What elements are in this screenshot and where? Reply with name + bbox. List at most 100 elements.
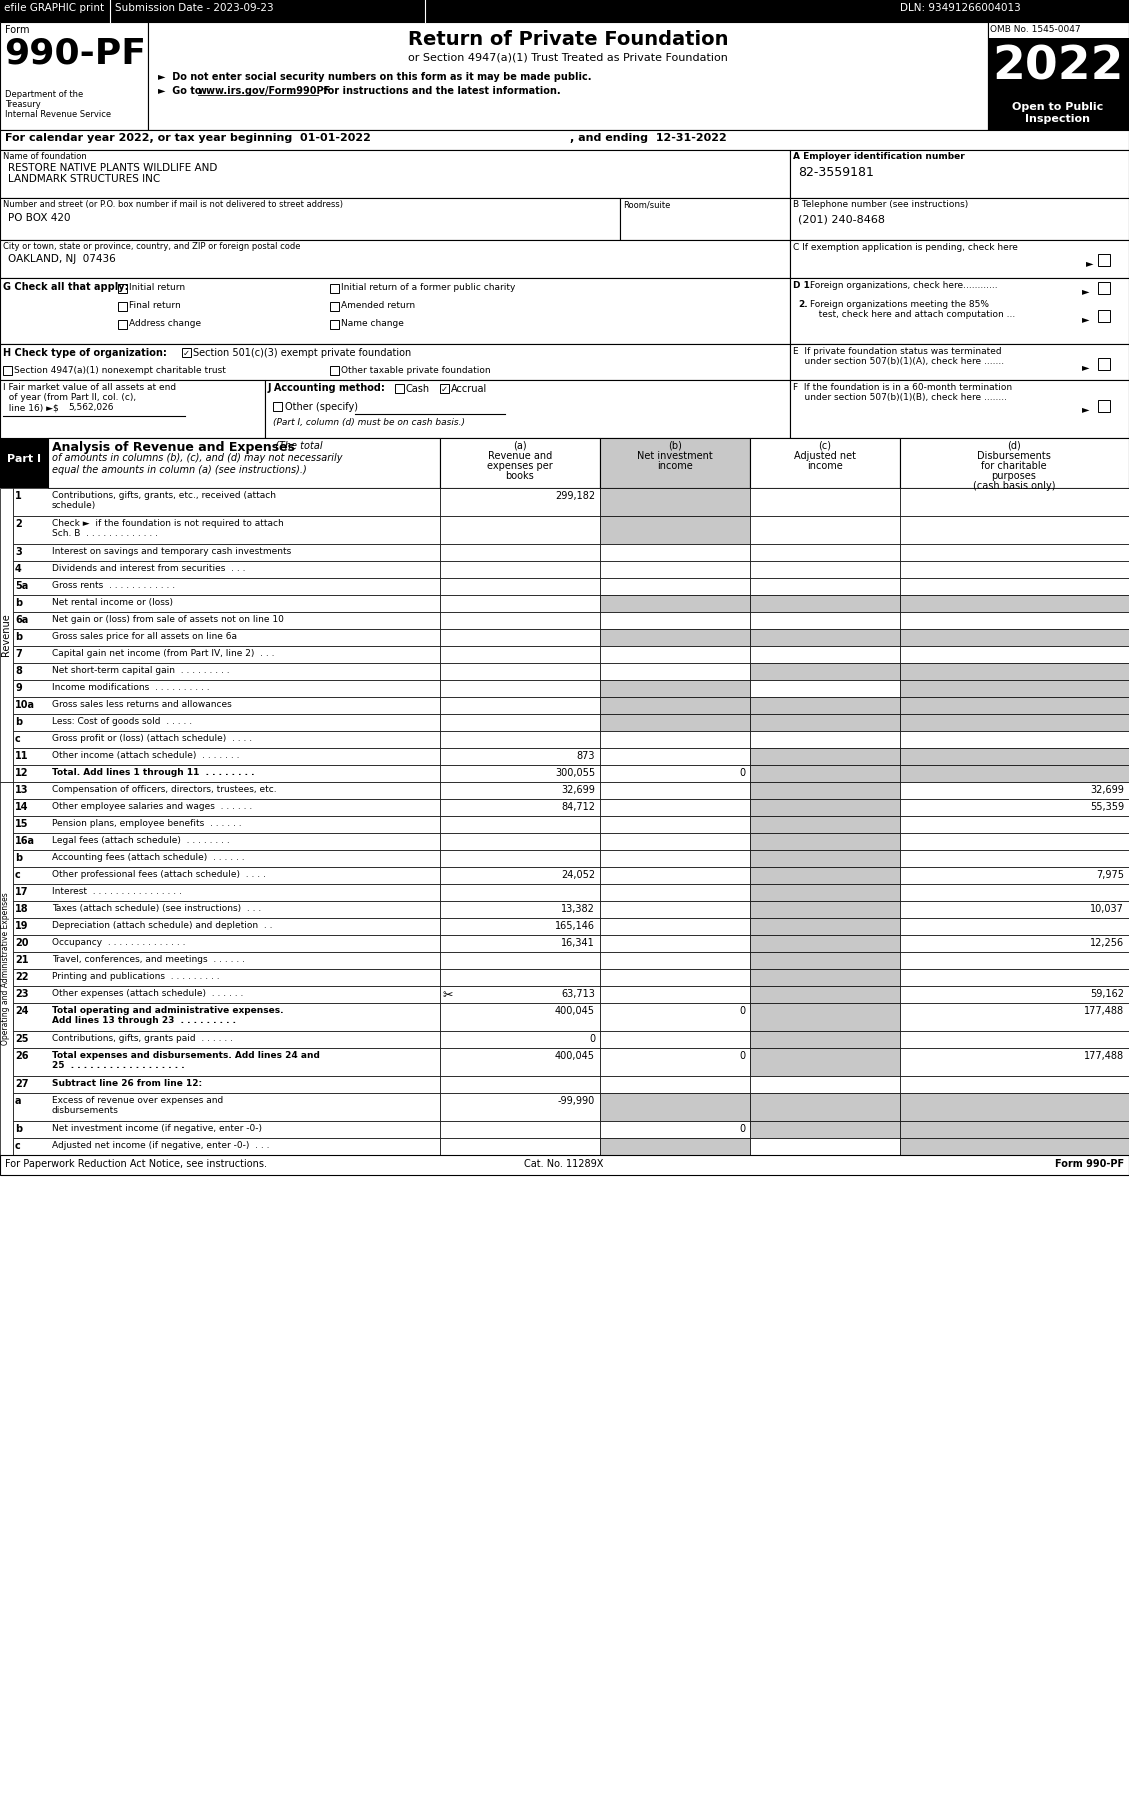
Bar: [599, 985, 750, 1003]
Text: Internal Revenue Service: Internal Revenue Service: [5, 110, 111, 119]
Bar: [790, 198, 1129, 239]
Text: Interest  . . . . . . . . . . . . . . . .: Interest . . . . . . . . . . . . . . . .: [52, 886, 182, 895]
Bar: [900, 748, 1129, 764]
Text: Address change: Address change: [129, 318, 201, 327]
Text: Disbursements: Disbursements: [977, 451, 1051, 460]
Text: Legal fees (attach schedule)  . . . . . . . .: Legal fees (attach schedule) . . . . . .…: [52, 836, 229, 845]
Text: schedule): schedule): [52, 502, 96, 511]
Text: Travel, conferences, and meetings  . . . . . .: Travel, conferences, and meetings . . . …: [52, 955, 245, 964]
Bar: [14, 1120, 440, 1138]
Bar: [599, 1093, 750, 1120]
Bar: [440, 867, 599, 885]
Text: 20: 20: [15, 939, 28, 948]
Bar: [988, 22, 1129, 129]
Text: 400,045: 400,045: [555, 1007, 595, 1016]
Bar: [900, 764, 1129, 782]
Text: 13: 13: [15, 786, 28, 795]
Text: b: b: [15, 1124, 23, 1135]
Bar: [790, 149, 1129, 198]
Bar: [0, 487, 14, 782]
Bar: [750, 951, 900, 969]
Bar: [440, 951, 599, 969]
Text: 32,699: 32,699: [561, 786, 595, 795]
Text: 82-3559181: 82-3559181: [798, 165, 874, 180]
Bar: [900, 1138, 1129, 1154]
Bar: [14, 611, 440, 629]
Bar: [330, 367, 339, 376]
Bar: [440, 698, 599, 714]
Bar: [440, 782, 599, 798]
Bar: [750, 577, 900, 595]
Bar: [900, 487, 1129, 516]
Bar: [14, 561, 440, 577]
Bar: [440, 516, 599, 545]
Bar: [119, 320, 126, 329]
Bar: [440, 611, 599, 629]
Text: 12: 12: [15, 768, 28, 779]
Bar: [620, 198, 790, 239]
Text: ►: ►: [1082, 361, 1089, 372]
Text: 32,699: 32,699: [1091, 786, 1124, 795]
Bar: [14, 487, 440, 516]
Bar: [0, 198, 620, 239]
Bar: [750, 985, 900, 1003]
Text: 400,045: 400,045: [555, 1052, 595, 1061]
Bar: [14, 1048, 440, 1075]
Bar: [1099, 358, 1110, 370]
Text: 2022: 2022: [992, 43, 1123, 88]
Text: 0: 0: [738, 1124, 745, 1135]
Bar: [900, 595, 1129, 611]
Bar: [900, 1003, 1129, 1030]
Bar: [599, 935, 750, 951]
Text: Printing and publications  . . . . . . . . .: Printing and publications . . . . . . . …: [52, 973, 220, 982]
Text: City or town, state or province, country, and ZIP or foreign postal code: City or town, state or province, country…: [3, 243, 300, 252]
Text: Capital gain net income (from Part IV, line 2)  . . .: Capital gain net income (from Part IV, l…: [52, 649, 274, 658]
Text: 21: 21: [15, 955, 28, 966]
Text: Room/suite: Room/suite: [623, 200, 671, 209]
Bar: [900, 714, 1129, 732]
Text: 24,052: 24,052: [561, 870, 595, 879]
Text: Return of Private Foundation: Return of Private Foundation: [408, 31, 728, 49]
Text: Pension plans, employee benefits  . . . . . .: Pension plans, employee benefits . . . .…: [52, 820, 242, 829]
Bar: [599, 645, 750, 663]
Text: Subtract line 26 from line 12:: Subtract line 26 from line 12:: [52, 1079, 202, 1088]
Text: 22: 22: [15, 973, 28, 982]
Text: ►: ►: [1082, 405, 1089, 414]
Bar: [440, 545, 599, 561]
Bar: [14, 1093, 440, 1120]
Bar: [0, 439, 49, 487]
Text: 0: 0: [738, 1052, 745, 1061]
Text: Name change: Name change: [341, 318, 404, 327]
Text: 8: 8: [15, 665, 21, 676]
Text: Net investment: Net investment: [637, 451, 712, 460]
Text: 12,256: 12,256: [1089, 939, 1124, 948]
Bar: [750, 698, 900, 714]
Bar: [14, 698, 440, 714]
Text: of amounts in columns (b), (c), and (d) may not necessarily: of amounts in columns (b), (c), and (d) …: [52, 453, 342, 464]
Text: 84,712: 84,712: [561, 802, 595, 813]
Text: E  If private foundation status was terminated: E If private foundation status was termi…: [793, 347, 1001, 356]
Text: 7: 7: [15, 649, 21, 660]
Bar: [599, 1138, 750, 1154]
Bar: [265, 379, 790, 439]
Bar: [599, 732, 750, 748]
Text: Number and street (or P.O. box number if mail is not delivered to street address: Number and street (or P.O. box number if…: [3, 200, 343, 209]
Text: 5a: 5a: [15, 581, 28, 592]
Text: OMB No. 1545-0047: OMB No. 1545-0047: [990, 25, 1080, 34]
Text: Total operating and administrative expenses.: Total operating and administrative expen…: [52, 1007, 283, 1016]
Text: ►  Go to: ► Go to: [158, 86, 204, 95]
Text: (c): (c): [819, 441, 831, 451]
Bar: [900, 798, 1129, 816]
Bar: [14, 545, 440, 561]
Text: 4: 4: [15, 565, 21, 574]
Bar: [14, 1030, 440, 1048]
Text: Accounting fees (attach schedule)  . . . . . .: Accounting fees (attach schedule) . . . …: [52, 852, 245, 861]
Text: income: income: [807, 460, 843, 471]
Bar: [14, 832, 440, 850]
Text: Form: Form: [5, 25, 29, 34]
Bar: [14, 1138, 440, 1154]
Text: (The total: (The total: [272, 441, 323, 451]
Text: 300,055: 300,055: [554, 768, 595, 779]
Bar: [750, 487, 900, 516]
Text: ✓: ✓: [441, 385, 448, 394]
